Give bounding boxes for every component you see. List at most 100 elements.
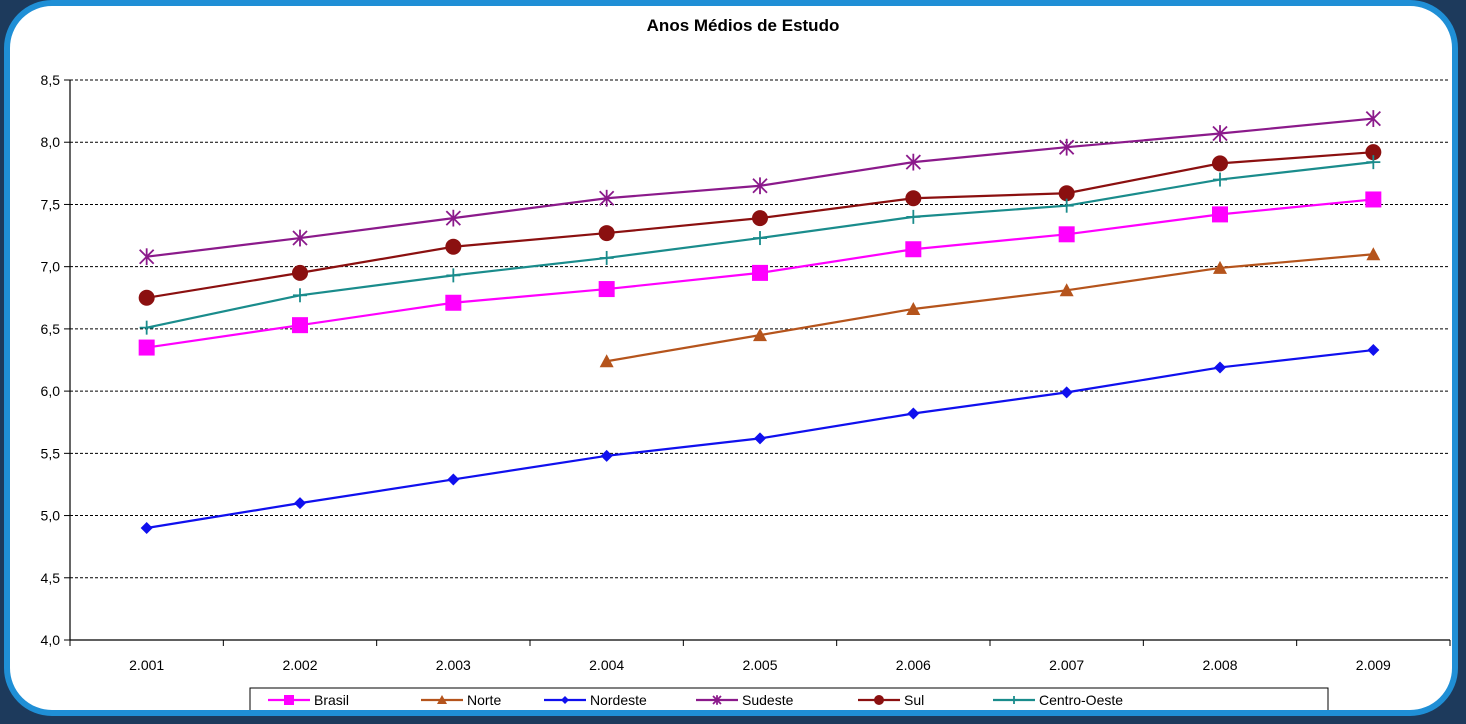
data-point (1058, 185, 1075, 202)
legend-item: Sul (858, 692, 924, 708)
data-point (907, 407, 920, 420)
data-point (753, 328, 767, 342)
y-tick-label: 6,5 (41, 321, 61, 337)
legend-item: Centro-Oeste (993, 692, 1123, 708)
data-point (752, 210, 768, 227)
data-point (1213, 172, 1227, 187)
data-point (752, 177, 768, 195)
x-tick-label: 2.006 (896, 657, 931, 673)
series-nordeste (140, 344, 1380, 534)
data-point (292, 229, 308, 247)
data-point (1367, 344, 1380, 357)
x-tick-label: 2.009 (1356, 657, 1391, 673)
series-norte (599, 247, 1381, 368)
data-point (599, 354, 614, 368)
legend-label: Sudeste (742, 692, 794, 708)
data-point (905, 190, 922, 207)
y-tick-label: 5,0 (41, 508, 61, 524)
legend-item: Norte (421, 692, 501, 708)
y-tick-label: 8,5 (41, 72, 61, 88)
series-line (606, 253, 1374, 363)
x-tick-label: 2.004 (589, 657, 624, 673)
series-centro-oeste (139, 155, 1381, 335)
line-chart: Anos Médios de Estudo 4,0 4,5 5,0 5,5 6,0 6,5… (41, 16, 1451, 710)
legend-label: Sul (904, 692, 924, 708)
data-point (445, 294, 462, 311)
data-point (138, 289, 155, 306)
legend-label: Norte (467, 692, 501, 708)
y-tick-label: 8,0 (41, 134, 61, 150)
data-point (293, 288, 307, 303)
y-tick-label: 4,0 (41, 632, 61, 648)
series-sul (138, 144, 1382, 306)
data-point (437, 695, 447, 704)
data-point (1059, 198, 1074, 213)
data-point (1214, 361, 1226, 374)
data-point (905, 153, 921, 171)
y-tick-label: 7,5 (41, 196, 61, 212)
y-tick-label: 4,5 (41, 570, 61, 586)
y-tick-label: 7,0 (41, 259, 61, 275)
data-point (600, 449, 613, 462)
chart-frame: Anos Médios de Estudo 4,0 4,5 5,0 5,5 6,0 6,5… (4, 0, 1458, 716)
x-tick-label: 2.005 (742, 657, 777, 673)
series-lines (138, 110, 1382, 534)
data-point (712, 695, 722, 705)
data-point (1010, 696, 1018, 704)
x-tick-label: 2.007 (1049, 657, 1084, 673)
data-point (1059, 138, 1075, 156)
legend-label: Brasil (314, 692, 349, 708)
data-point (1365, 144, 1382, 161)
data-point (1366, 247, 1381, 261)
data-point (1212, 125, 1228, 142)
data-point (1366, 155, 1381, 170)
series-sudeste (139, 110, 1381, 266)
data-point (138, 339, 155, 356)
data-point (754, 432, 766, 445)
legend-item: Brasil (268, 692, 349, 708)
data-point (906, 301, 921, 315)
data-point (598, 225, 615, 242)
data-point (599, 189, 615, 207)
y-tick-label: 6,0 (41, 383, 61, 399)
legend-item: Nordeste (544, 692, 647, 708)
y-tick-label: 5,5 (41, 445, 61, 461)
data-point (1059, 283, 1074, 297)
data-point (1365, 191, 1382, 208)
data-point (874, 695, 884, 705)
data-point (906, 209, 921, 224)
data-point (1212, 206, 1228, 223)
data-point (284, 695, 294, 705)
data-point (599, 250, 614, 265)
data-point (445, 209, 461, 227)
legend: Brasil Norte Nordeste Sudeste Sul Centro-Oest… (249, 687, 1329, 710)
data-point (1365, 110, 1381, 127)
axes (64, 79, 1451, 646)
data-point (598, 281, 615, 298)
data-point (753, 231, 767, 246)
data-point (446, 268, 461, 283)
data-point (445, 238, 462, 255)
data-point (561, 696, 569, 704)
data-point (140, 522, 153, 534)
data-point (294, 497, 306, 510)
y-axis-ticks: 4,0 4,5 5,0 5,5 6,0 6,5 7,0 7,5 8,0 8,5 (41, 72, 61, 648)
data-point (292, 264, 308, 281)
x-tick-label: 2.008 (1202, 657, 1237, 673)
data-point (1060, 386, 1073, 399)
chart-title: Anos Médios de Estudo (647, 16, 840, 35)
data-point (139, 320, 154, 335)
x-tick-label: 2.001 (129, 657, 164, 673)
x-tick-label: 2.003 (436, 657, 471, 673)
data-point (1058, 226, 1075, 243)
data-point (139, 248, 155, 266)
legend-label: Nordeste (590, 692, 647, 708)
data-point (447, 473, 460, 486)
data-point (905, 241, 922, 258)
data-point (1212, 155, 1228, 172)
legend-label: Centro-Oeste (1039, 692, 1123, 708)
x-axis-ticks: 2.001 2.002 2.003 2.004 2.005 2.006 2.007 2.008… (129, 657, 1391, 673)
data-point (1213, 260, 1227, 274)
data-point (752, 264, 768, 281)
legend-box (249, 687, 1329, 710)
